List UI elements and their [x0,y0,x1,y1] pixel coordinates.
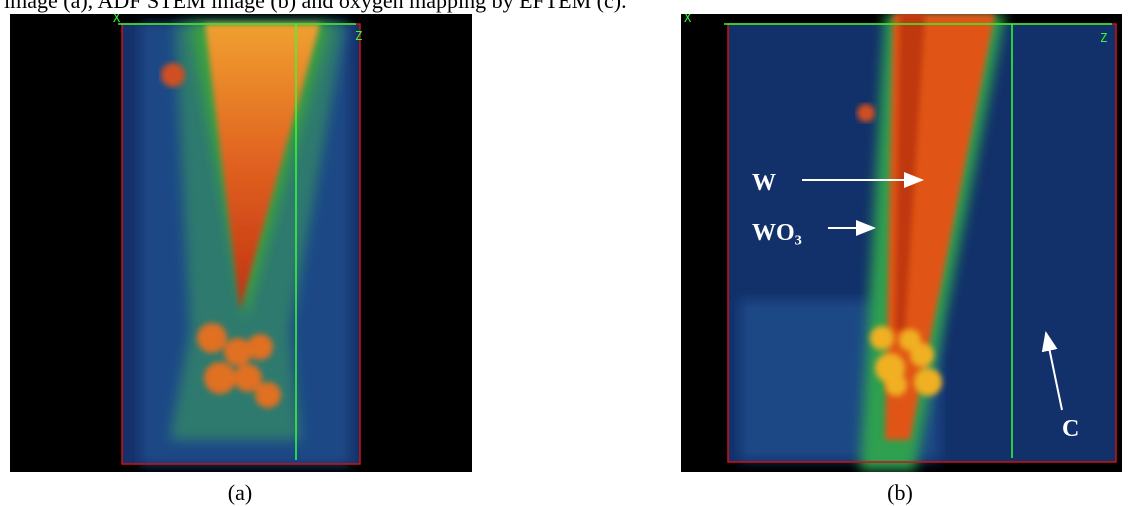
panel-b-image: X Z W WO₃ C [681,11,1122,472]
axis-label: Z [355,29,362,43]
panel-a-image: X Z [10,11,472,472]
caption-fragment: image (a), ADF STEM image (b) and oxygen… [4,0,627,13]
annotation: W [752,170,776,196]
panel-label: (a) [228,480,252,505]
axis-label: Z [1100,31,1107,45]
annotation: C [1062,416,1079,442]
figure: image (a), ADF STEM image (b) and oxygen… [0,0,1132,506]
axis-label: X [113,11,121,25]
axis-label: X [684,11,692,25]
panel-label: (b) [887,480,913,505]
page: image (a), ADF STEM image (b) and oxygen… [0,0,1132,506]
annotation: WO₃ [752,220,802,246]
